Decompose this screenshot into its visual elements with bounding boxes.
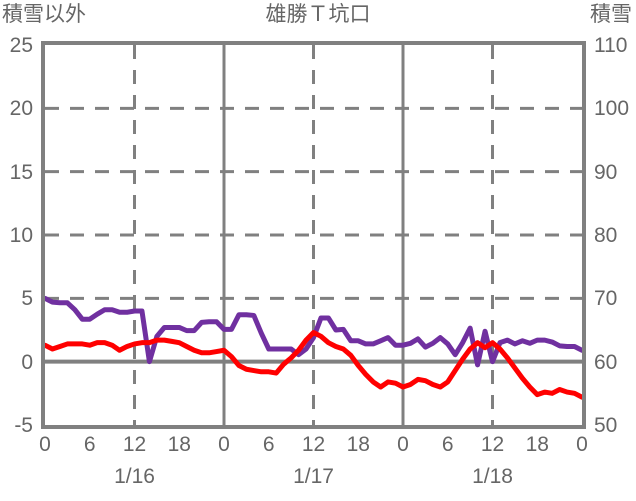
right-tick-label: 70 — [594, 287, 618, 311]
right-tick-label: 80 — [594, 224, 618, 247]
x-tick-label: 0 — [218, 433, 230, 456]
left-tick-label: 10 — [9, 224, 33, 247]
left-tick-label: 25 — [9, 34, 33, 57]
x-date-label: 1/16 — [114, 465, 155, 488]
x-tick-label: 6 — [83, 433, 96, 456]
x-tick-label: 12 — [480, 433, 505, 456]
right-axis-title: 積雪 — [590, 3, 632, 26]
x-tick-label: 18 — [167, 433, 191, 456]
right-tick-label: 110 — [594, 34, 628, 57]
x-tick-label: 6 — [262, 433, 275, 456]
x-tick-label: 0 — [397, 433, 409, 456]
x-date-label: 1/18 — [472, 465, 513, 488]
right-tick-label: 90 — [594, 160, 618, 184]
right-tick-label: 50 — [594, 414, 618, 437]
x-tick-label: 0 — [576, 433, 588, 456]
x-tick-label: 0 — [39, 433, 51, 456]
left-axis-title: 積雪以外 — [2, 3, 86, 26]
plot-svg — [45, 45, 582, 425]
left-tick-label: 20 — [9, 97, 33, 121]
right-tick-label: 60 — [594, 350, 618, 374]
x-tick-label: 18 — [346, 433, 370, 456]
left-tick-label: -5 — [14, 414, 33, 437]
x-date-label: 1/17 — [293, 465, 334, 488]
page-title: 雄勝Ｔ坑口 — [265, 3, 371, 26]
left-tick-label: 15 — [9, 160, 33, 184]
series-line-other — [45, 330, 582, 400]
data-series — [45, 295, 582, 400]
x-tick-label: 12 — [301, 433, 326, 456]
plot-area — [41, 41, 586, 429]
series-line-snow — [45, 295, 582, 368]
grid-lines — [45, 45, 582, 425]
left-tick-label: 0 — [21, 350, 33, 374]
x-tick-label: 6 — [441, 433, 454, 456]
right-tick-label: 100 — [594, 97, 630, 121]
left-tick-label: 5 — [21, 287, 33, 311]
x-tick-label: 18 — [525, 433, 549, 456]
x-tick-label: 12 — [122, 433, 147, 456]
